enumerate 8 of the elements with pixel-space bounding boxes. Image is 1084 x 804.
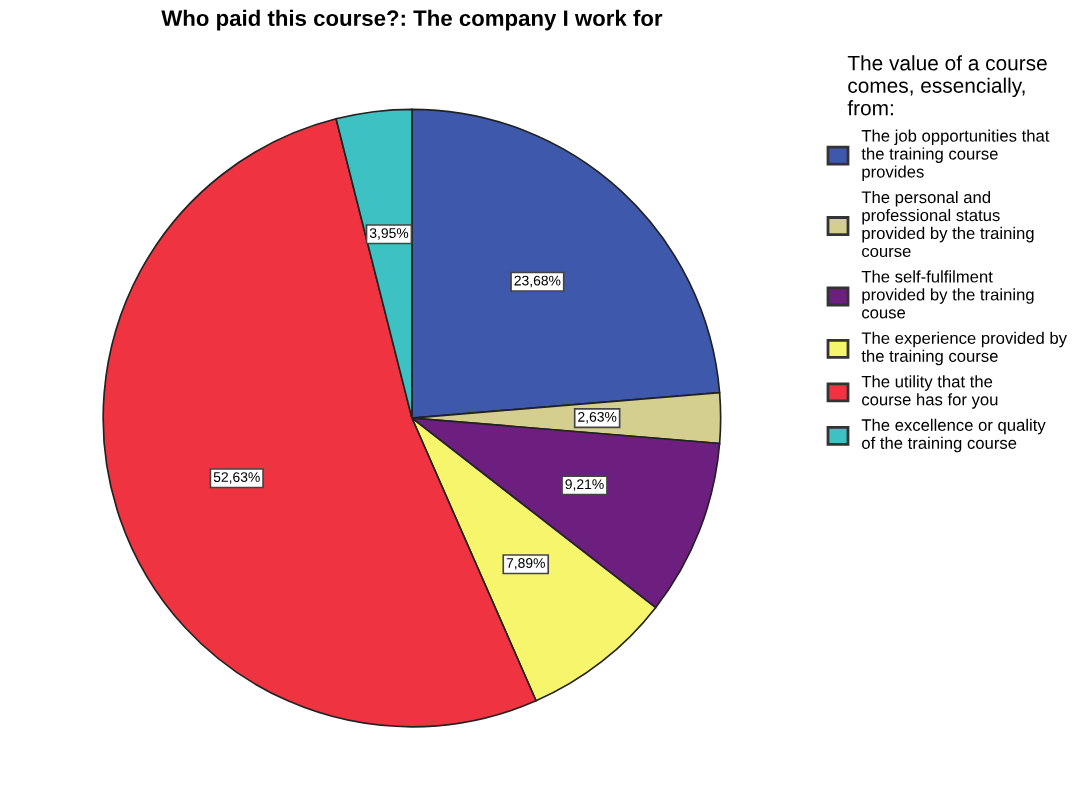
legend-label: The excellence or quality of the training course: [861, 418, 1046, 453]
legend-label: The utility that the course has for you: [861, 375, 998, 409]
legend-label: The personal and professional status provided by the training course: [861, 190, 1034, 258]
legend-label: The experience provided by the training course: [861, 331, 1067, 366]
chart-title: Who paid this course?: The company I work for: [161, 9, 663, 31]
legend-label: The job opportunities that the training course provides: [861, 129, 1050, 181]
legend-label: The self-fulfilment provided by the training couse: [861, 270, 1034, 319]
legend-title: The value of a course comes, essencially, from:: [847, 55, 1047, 116]
